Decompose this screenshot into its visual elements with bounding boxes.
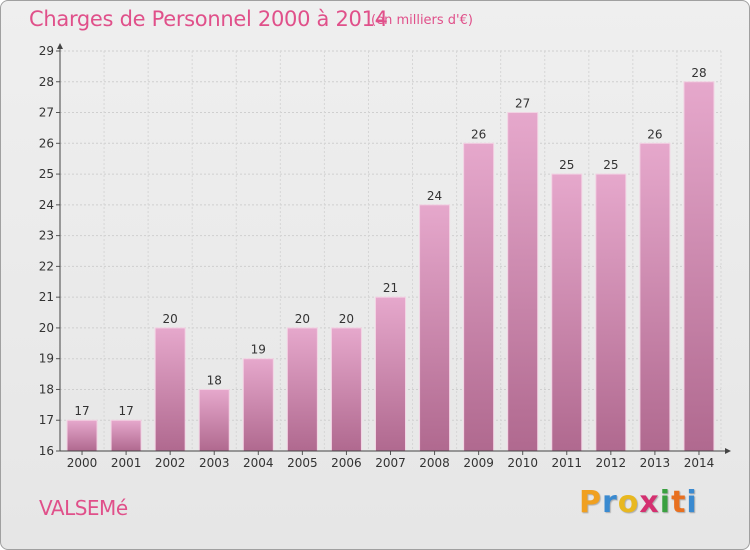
data-label-2000: 17 <box>74 404 89 418</box>
x-tick-label-2006: 2006 <box>331 456 362 470</box>
data-label-2002: 20 <box>163 312 178 326</box>
x-tick-label-2004: 2004 <box>243 456 274 470</box>
logo-letter: r <box>602 485 618 520</box>
chart-subtitle: (en milliers d'€) <box>371 13 473 28</box>
x-tick-label-2012: 2012 <box>596 456 627 470</box>
data-label-2007: 21 <box>383 281 398 295</box>
bar-2009 <box>463 142 495 452</box>
y-axis-arrow <box>57 43 63 49</box>
y-tick-label: 28 <box>39 75 54 89</box>
logo-letter: i <box>659 485 672 520</box>
bar-2004 <box>242 358 274 452</box>
logo-letter: o <box>617 485 640 520</box>
y-tick-label: 19 <box>39 352 54 366</box>
y-tick-label: 18 <box>39 382 54 396</box>
y-tick-label: 25 <box>39 167 54 181</box>
bar-2002 <box>154 327 186 452</box>
x-tick-label-2009: 2009 <box>463 456 494 470</box>
data-label-2003: 18 <box>207 373 222 387</box>
bar-2012 <box>595 173 627 452</box>
bar-2006 <box>330 327 362 452</box>
bar-2014 <box>683 81 715 452</box>
chart-title: Charges de Personnel 2000 à 2014 <box>29 7 388 31</box>
logo-letter: P <box>579 485 602 520</box>
bar-2000 <box>66 419 98 452</box>
data-label-2010: 27 <box>515 97 530 111</box>
data-label-2009: 26 <box>471 127 486 141</box>
logo-letter: t <box>671 485 687 520</box>
y-tick-label: 21 <box>39 290 54 304</box>
data-label-2001: 17 <box>118 404 133 418</box>
data-label-2006: 20 <box>339 312 354 326</box>
y-tick-label: 24 <box>39 198 54 212</box>
bar-2003 <box>198 388 230 452</box>
bar-2005 <box>286 327 318 452</box>
x-tick-label-2008: 2008 <box>419 456 450 470</box>
bar-2013 <box>639 142 671 452</box>
logo-letter: x <box>639 485 660 520</box>
data-label-2011: 25 <box>559 158 574 172</box>
x-tick-label-2011: 2011 <box>551 456 582 470</box>
y-tick-label: 22 <box>39 259 54 273</box>
x-tick-label-2002: 2002 <box>155 456 186 470</box>
y-tick-label: 16 <box>39 444 54 458</box>
bars <box>66 81 715 452</box>
data-label-2012: 25 <box>603 158 618 172</box>
x-tick-label-2007: 2007 <box>375 456 406 470</box>
x-tick-label-2010: 2010 <box>507 456 538 470</box>
bar-2001 <box>110 419 142 452</box>
x-tick-label-2000: 2000 <box>67 456 98 470</box>
data-label-2008: 24 <box>427 189 442 203</box>
y-tick-label: 17 <box>39 413 54 427</box>
y-tick-label: 20 <box>39 321 54 335</box>
bar-2011 <box>551 173 583 452</box>
proxiti-logo: Proxiti <box>579 485 698 520</box>
data-label-2005: 20 <box>295 312 310 326</box>
x-tick-label-2014: 2014 <box>684 456 715 470</box>
y-tick-label: 27 <box>39 106 54 120</box>
bar-2007 <box>375 296 406 452</box>
axes: 16 17 18 19 20 21 22 23 24 25 26 27 28 29 <box>39 43 731 458</box>
data-label-2004: 19 <box>251 343 266 357</box>
y-tick-label: 29 <box>39 44 54 58</box>
x-tick-label-2005: 2005 <box>287 456 318 470</box>
x-axis-arrow <box>725 448 731 454</box>
x-tick-label-2003: 2003 <box>199 456 230 470</box>
y-tick-label: 23 <box>39 229 54 243</box>
labels: 17 2000 17 2001 20 2002 18 2003 19 2004 20 2005 20 20… <box>67 66 714 470</box>
bar-2010 <box>507 112 539 452</box>
data-label-2014: 28 <box>691 66 706 80</box>
bar-2008 <box>419 204 451 452</box>
y-tick-label: 26 <box>39 136 54 150</box>
commune-name: VALSEMé <box>39 496 128 520</box>
logo-letter: i <box>686 485 698 520</box>
x-tick-label-2013: 2013 <box>640 456 671 470</box>
x-tick-label-2001: 2001 <box>111 456 142 470</box>
data-label-2013: 26 <box>647 127 662 141</box>
